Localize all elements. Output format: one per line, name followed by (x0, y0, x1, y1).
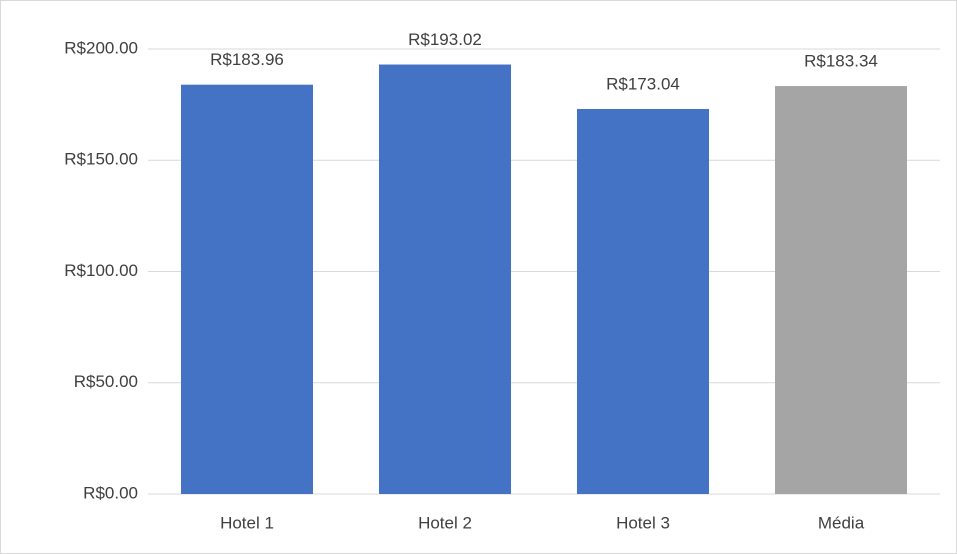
data-label: R$183.96 (210, 50, 284, 69)
bar (775, 86, 907, 495)
y-tick-label: R$100.00 (64, 261, 138, 280)
bar (181, 84, 313, 495)
bar (379, 64, 511, 494)
x-tick-label: Hotel 2 (418, 513, 472, 532)
y-tick-label: R$200.00 (64, 38, 138, 57)
x-tick-label: Hotel 1 (220, 513, 274, 532)
y-tick-label: R$50.00 (74, 372, 138, 391)
data-label: R$183.34 (804, 52, 878, 71)
y-tick-label: R$150.00 (64, 150, 138, 169)
data-label: R$173.04 (606, 74, 680, 93)
bar (577, 108, 709, 495)
y-tick-label: R$0.00 (83, 483, 138, 502)
x-tick-label: Média (818, 513, 865, 532)
data-label: R$193.02 (408, 30, 482, 49)
x-tick-label: Hotel 3 (616, 513, 670, 532)
